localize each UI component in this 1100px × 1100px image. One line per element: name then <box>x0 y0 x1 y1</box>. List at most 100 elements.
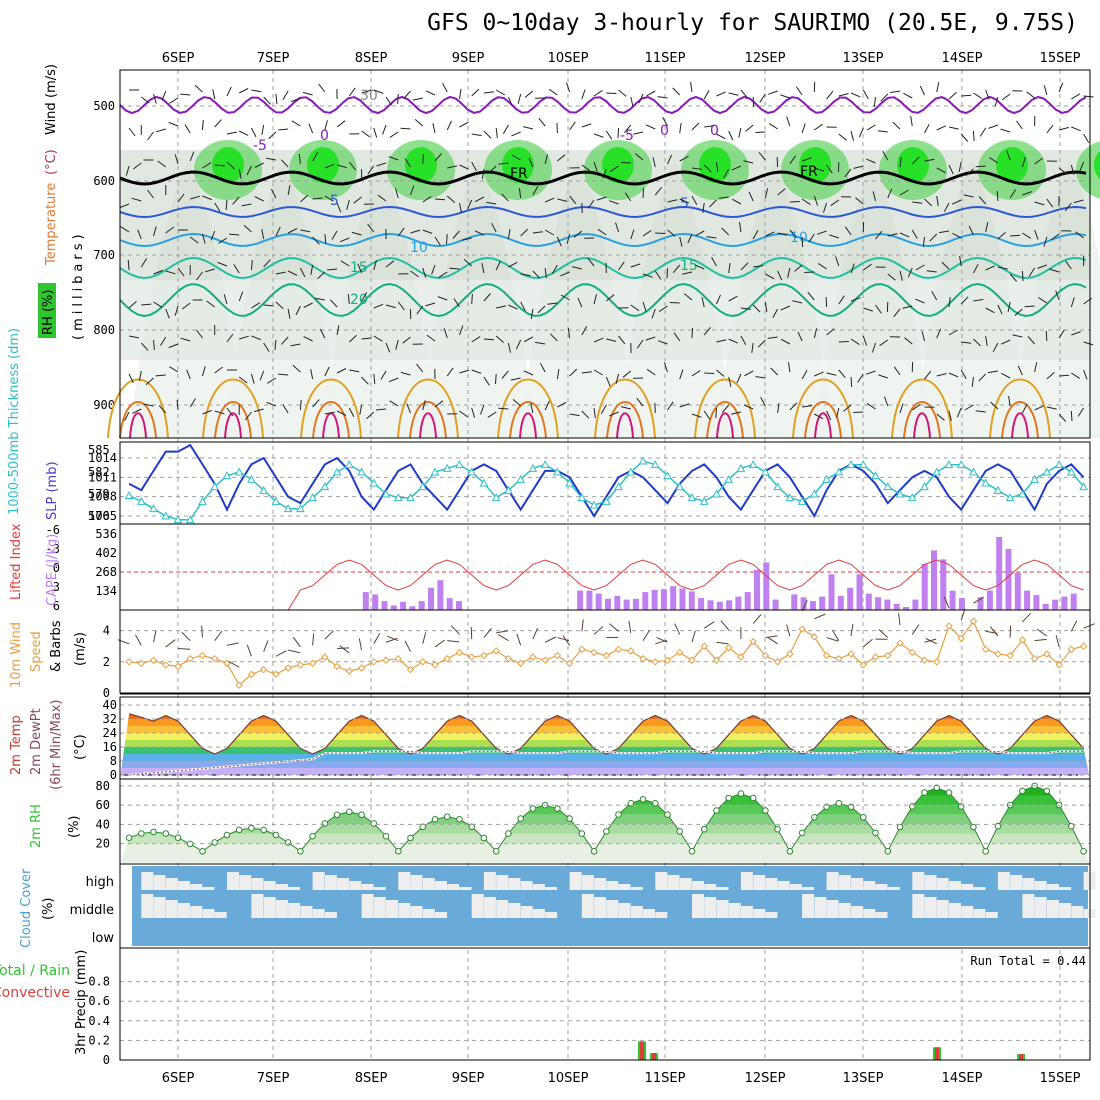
wind-barb <box>904 337 913 345</box>
wind-barb <box>936 167 946 174</box>
cloud-mid-bar <box>1022 894 1035 918</box>
wind-barb <box>617 127 620 139</box>
wind-speed-tick: 0 <box>103 686 110 700</box>
wind-barb <box>667 229 676 237</box>
wind-barb <box>498 162 509 165</box>
wind-barb <box>593 407 596 418</box>
rh-marker <box>517 815 525 822</box>
wind-barb <box>728 130 734 141</box>
wind-barb <box>907 267 913 278</box>
cape-tick: 268 <box>95 565 117 579</box>
wind-speed-marker <box>406 665 415 674</box>
wind-barb <box>573 230 583 238</box>
cape-tick: 134 <box>95 584 117 598</box>
thickness-marker <box>222 471 232 480</box>
wind-barb <box>422 196 432 203</box>
wind-barb <box>153 301 163 308</box>
wind-barb <box>899 232 910 238</box>
thickness-marker <box>357 467 366 476</box>
wind-barb-10m <box>925 638 937 645</box>
wind-barb <box>520 228 529 237</box>
cloud-high-bar <box>178 881 190 890</box>
wind-barb <box>702 202 705 213</box>
wind-barb <box>1016 120 1023 130</box>
wind-barb <box>1055 290 1060 301</box>
wind-barb <box>434 236 441 246</box>
wind-barb <box>512 399 521 407</box>
cloud-high-bar <box>887 887 900 890</box>
thickness-marker <box>455 460 464 469</box>
wind-barb <box>910 116 913 127</box>
rh-marker <box>272 831 280 839</box>
wind-barb <box>780 305 791 311</box>
wind-barb <box>266 401 277 407</box>
wind-barb <box>593 133 604 138</box>
thickness-marker <box>259 485 269 494</box>
wind-barb <box>753 265 764 268</box>
wind-barb <box>952 232 962 239</box>
rh-marker <box>358 811 365 819</box>
wind-barb <box>587 257 595 267</box>
wind-barb <box>760 397 766 407</box>
wind-barb <box>128 335 139 339</box>
cape-bar <box>381 601 388 610</box>
wind-barb <box>184 124 191 134</box>
thickness-marker <box>981 478 991 487</box>
rh-marker <box>578 830 586 837</box>
cloud-high-bar <box>569 872 582 890</box>
wind-barb-10m <box>801 599 808 612</box>
wind-barb <box>875 230 883 240</box>
wind-barb-10m <box>434 639 446 648</box>
wind-barb <box>414 119 424 127</box>
wind-barb <box>318 83 326 93</box>
wind-barb <box>302 91 313 96</box>
wind-barb <box>214 164 225 167</box>
wind-speed-marker <box>676 648 684 657</box>
wind-barb <box>1065 260 1072 270</box>
wind-barb <box>850 338 860 346</box>
rh-green-core <box>996 147 1028 183</box>
cloud-mid-bar <box>312 909 325 918</box>
wind-barb <box>449 267 460 270</box>
wind-barb <box>507 342 511 353</box>
wind-barb <box>912 201 923 204</box>
cloud-mid-bar <box>214 912 227 918</box>
contour-label: 10 <box>410 240 428 256</box>
cloud-high-bar <box>239 875 252 890</box>
wind-barb <box>467 199 473 210</box>
wind-barb <box>241 203 252 207</box>
wind-barb <box>728 338 739 344</box>
rh-marker <box>725 794 733 802</box>
wind10-label-barbs: & Barbs <box>49 620 64 672</box>
date-label-bottom: 7SEP <box>257 1071 290 1086</box>
wind-barb <box>347 294 350 305</box>
wind-speed-marker <box>981 645 990 654</box>
cape-tick: 536 <box>95 527 117 541</box>
wind-barb <box>486 201 497 205</box>
cloud-mid-bar <box>190 906 203 918</box>
wind-barb <box>931 291 938 301</box>
wind-barb <box>801 370 808 380</box>
rh-unit: (%) <box>67 816 82 839</box>
wind-barb-10m <box>214 630 223 641</box>
temp-band <box>120 768 1090 775</box>
cloud-high-bar <box>141 872 154 890</box>
temp-unit: (°C) <box>73 734 88 760</box>
thickness-marker <box>969 467 978 476</box>
wind-barb <box>850 130 854 141</box>
wind-barb <box>807 291 815 301</box>
contour-25c <box>300 378 362 439</box>
wind-barb <box>292 364 301 373</box>
cloud-mid-bar <box>581 894 594 918</box>
wind-barb <box>544 197 555 203</box>
wind-barb <box>528 157 534 168</box>
wind-barb <box>884 396 889 407</box>
wind-barb <box>936 125 947 131</box>
wind-barb <box>658 305 668 313</box>
cloud-high-bar <box>545 887 558 890</box>
wind-barb <box>251 335 261 341</box>
wind-barb-10m <box>593 626 604 635</box>
wind-barb <box>327 268 338 271</box>
cape-bar <box>651 589 658 610</box>
wind-barb <box>298 154 301 165</box>
